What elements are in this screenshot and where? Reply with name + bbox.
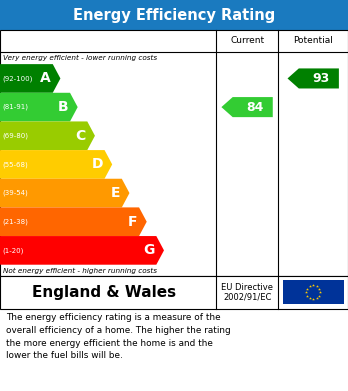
Polygon shape (0, 150, 112, 179)
Polygon shape (221, 97, 273, 117)
Text: England & Wales: England & Wales (32, 285, 176, 300)
Bar (283, 280, 344, 304)
Text: (21-38): (21-38) (2, 219, 28, 225)
Text: (81-91): (81-91) (2, 104, 28, 110)
Text: (69-80): (69-80) (2, 133, 28, 139)
Text: 93: 93 (312, 72, 330, 85)
Text: E: E (111, 186, 120, 200)
Text: Current: Current (230, 36, 264, 45)
Text: F: F (128, 215, 137, 229)
Polygon shape (0, 179, 129, 207)
Text: Not energy efficient - higher running costs: Not energy efficient - higher running co… (3, 267, 157, 274)
Polygon shape (0, 236, 164, 265)
Text: B: B (58, 100, 68, 114)
Text: (92-100): (92-100) (2, 75, 32, 82)
Text: (39-54): (39-54) (2, 190, 28, 196)
Text: Very energy efficient - lower running costs: Very energy efficient - lower running co… (3, 55, 157, 61)
Text: The energy efficiency rating is a measure of the
overall efficiency of a home. T: The energy efficiency rating is a measur… (6, 313, 231, 361)
Bar (0, 0, 348, 30)
Text: (1-20): (1-20) (2, 247, 23, 254)
Text: EU Directive
2002/91/EC: EU Directive 2002/91/EC (221, 283, 273, 302)
Bar (0, 276, 348, 309)
Text: C: C (75, 129, 86, 143)
Text: Potential: Potential (293, 36, 333, 45)
Text: D: D (91, 158, 103, 171)
Text: (55-68): (55-68) (2, 161, 28, 168)
Polygon shape (0, 93, 78, 122)
Polygon shape (0, 122, 95, 150)
Polygon shape (287, 68, 339, 88)
Text: 84: 84 (246, 100, 263, 114)
Polygon shape (0, 64, 61, 93)
Text: G: G (143, 243, 155, 257)
Text: A: A (40, 72, 51, 86)
Bar (0, 30, 348, 276)
Text: Energy Efficiency Rating: Energy Efficiency Rating (73, 7, 275, 23)
Polygon shape (0, 207, 147, 236)
